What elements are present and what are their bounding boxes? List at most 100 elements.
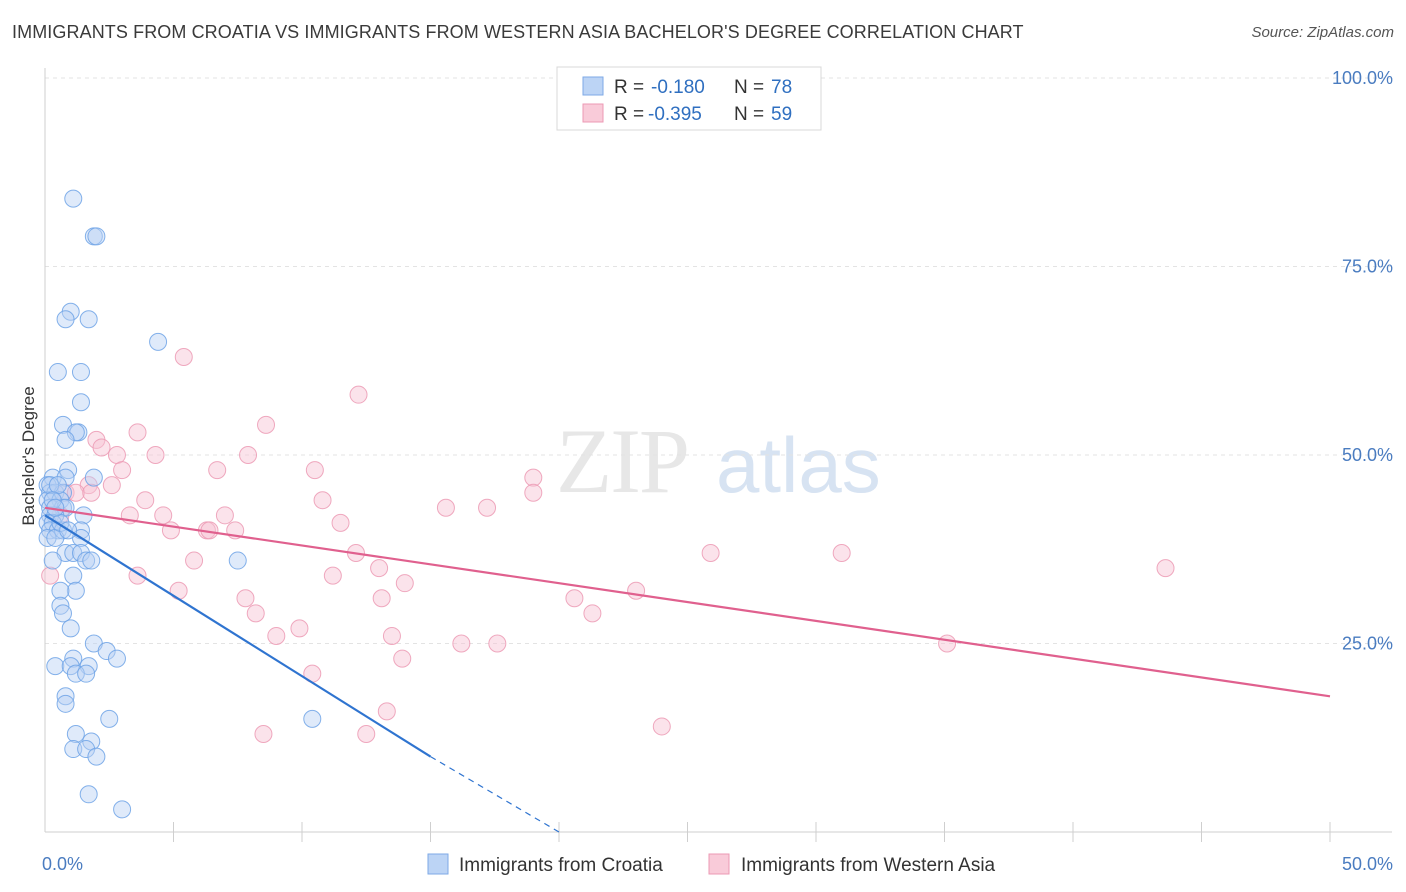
x-tick-label-min: 0.0% bbox=[42, 854, 83, 874]
scatter-point bbox=[938, 634, 957, 653]
scatter-point bbox=[246, 604, 265, 623]
scatter-point bbox=[393, 649, 412, 668]
scatter-point bbox=[488, 634, 507, 653]
y-tick-label: 50.0% bbox=[1342, 445, 1393, 465]
scatter-point bbox=[377, 702, 396, 721]
scatter-point bbox=[832, 544, 851, 563]
scatter-point bbox=[97, 642, 116, 661]
legend-swatch-western-asia bbox=[582, 103, 604, 123]
scatter-point bbox=[215, 506, 234, 525]
legend-r-value-2: -0.395 bbox=[648, 104, 702, 125]
scatter-point bbox=[1156, 559, 1175, 578]
scatter-point bbox=[357, 724, 376, 743]
legend-n-label-1: N = bbox=[734, 77, 764, 98]
scatter-point bbox=[41, 566, 60, 585]
scatter-point bbox=[113, 800, 132, 819]
scatter-point bbox=[701, 544, 720, 563]
watermark-atlas: atlas bbox=[716, 421, 881, 509]
scatter-point bbox=[64, 566, 83, 585]
croatia-points-blue bbox=[38, 189, 322, 819]
scatter-point bbox=[149, 332, 168, 351]
scatter-point bbox=[627, 581, 646, 600]
scatter-point bbox=[92, 438, 111, 457]
scatter-point bbox=[228, 551, 247, 570]
legend-n-value-2: 59 bbox=[771, 104, 792, 125]
y-axis-label: Bachelor's Degree bbox=[19, 386, 38, 525]
scatter-point bbox=[41, 476, 60, 495]
scatter-point bbox=[436, 498, 455, 517]
scatter-point bbox=[66, 581, 85, 600]
scatter-point bbox=[290, 619, 309, 638]
scatter-point bbox=[51, 596, 70, 615]
scatter-point bbox=[236, 589, 255, 608]
scatter-point bbox=[77, 551, 96, 570]
legend-swatch-croatia bbox=[582, 76, 604, 96]
scatter-point bbox=[46, 657, 65, 676]
series-legend-swatch-croatia bbox=[427, 853, 449, 875]
gridlines bbox=[45, 77, 1392, 644]
scatter-point bbox=[48, 476, 67, 495]
scatter-point bbox=[583, 604, 602, 623]
scatter-point bbox=[254, 724, 273, 743]
croatia-points bbox=[41, 347, 1175, 743]
scatter-point bbox=[61, 619, 80, 638]
scatter-point bbox=[66, 423, 85, 442]
scatter-point bbox=[107, 446, 126, 464]
scatter-point bbox=[313, 491, 332, 510]
scatter-point bbox=[56, 468, 75, 487]
scatter-point bbox=[77, 740, 96, 759]
scatter-point bbox=[66, 483, 85, 502]
scatter-point bbox=[84, 468, 103, 487]
scatter-point bbox=[64, 740, 83, 759]
scatter-point bbox=[154, 506, 173, 525]
scatter-point bbox=[79, 310, 98, 329]
trend-line-croatia-extension bbox=[430, 756, 560, 833]
scatter-point bbox=[323, 566, 342, 585]
scatter-point bbox=[395, 574, 414, 593]
correlation-legend: R = -0.180 N = 78 R = -0.395 N = 59 bbox=[556, 66, 822, 131]
scatter-point bbox=[185, 551, 204, 570]
scatter-point bbox=[100, 709, 119, 728]
scatter-point bbox=[71, 393, 90, 412]
scatter-point bbox=[146, 446, 165, 464]
scatter-point bbox=[53, 604, 72, 623]
scatter-point bbox=[128, 423, 147, 442]
trend-line-western-asia bbox=[44, 506, 1331, 698]
scatter-point bbox=[169, 581, 188, 600]
y-tick-labels: 25.0% 50.0% 75.0% 100.0% bbox=[1332, 68, 1393, 654]
chart-title: IMMIGRANTS FROM CROATIA VS IMMIGRANTS FR… bbox=[12, 22, 1024, 42]
scatter-point bbox=[87, 227, 106, 246]
scatter-point bbox=[66, 664, 85, 683]
scatter-point bbox=[349, 385, 368, 404]
x-tick-label-max: 50.0% bbox=[1342, 854, 1393, 874]
series-legend-label-western-asia: Immigrants from Western Asia bbox=[741, 855, 996, 876]
scatter-point bbox=[257, 415, 276, 434]
scatter-point bbox=[43, 551, 62, 570]
scatter-point bbox=[66, 724, 85, 743]
scatter-point bbox=[79, 785, 98, 804]
scatter-point bbox=[82, 483, 101, 502]
scatter-point bbox=[239, 446, 258, 464]
scatter-point bbox=[71, 363, 90, 382]
scatter-point bbox=[56, 687, 75, 706]
scatter-point bbox=[652, 717, 671, 736]
scatter-point bbox=[64, 649, 83, 668]
scatter-point bbox=[102, 476, 121, 495]
scatter-point bbox=[174, 347, 193, 366]
watermark-zip: ZIP bbox=[556, 410, 688, 512]
scatter-point bbox=[82, 551, 101, 570]
scatter-point bbox=[77, 664, 96, 683]
legend-r-label-2: R = bbox=[614, 104, 644, 125]
scatter-point bbox=[267, 626, 286, 645]
legend-n-value-1: 78 bbox=[771, 77, 792, 98]
axes bbox=[44, 68, 1392, 833]
scatter-point bbox=[107, 649, 126, 668]
y-tick-label: 75.0% bbox=[1342, 257, 1393, 277]
legend-n-label-2: N = bbox=[734, 104, 764, 125]
scatter-point bbox=[382, 626, 401, 645]
series-legend: Immigrants from Croatia Immigrants from … bbox=[427, 853, 996, 876]
scatter-point bbox=[136, 491, 155, 510]
scatter-point bbox=[565, 589, 584, 608]
source-label: Source: ZipAtlas.com bbox=[1251, 24, 1394, 41]
